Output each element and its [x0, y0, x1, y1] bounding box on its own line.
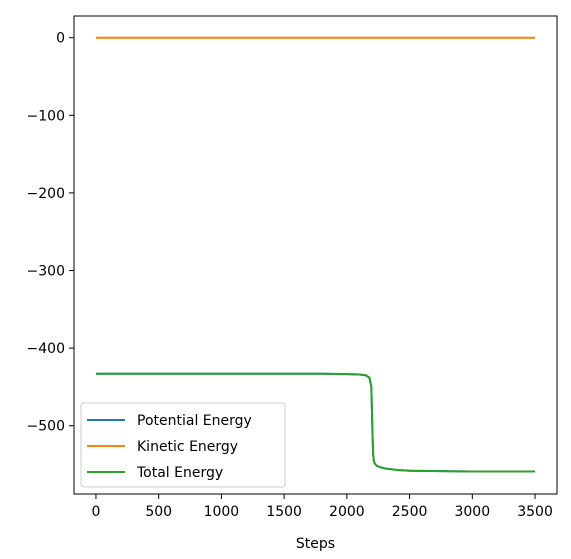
legend-label-potential-energy: Potential Energy [137, 413, 252, 429]
legend-box [80, 402, 286, 488]
plot-frame [73, 15, 558, 495]
total-energy-line [95, 372, 536, 473]
x-tick-label: 3500 [517, 504, 553, 520]
x-tick-label: 0 [91, 504, 100, 520]
y-tick-label: 0 [56, 31, 65, 47]
x-tick-label: 1000 [204, 504, 240, 520]
x-tick-label: 1500 [266, 504, 302, 520]
axis-ticks: 0 500 1000 1500 2000 2500 3000 3500 0 −100 −200 −30… [27, 31, 553, 520]
x-axis-label: Steps [296, 536, 335, 552]
y-tick-label: −200 [27, 186, 65, 202]
x-tick-label: 500 [145, 504, 172, 520]
x-tick-label: 2500 [392, 504, 428, 520]
y-tick-label: −100 [27, 108, 65, 124]
y-tick-label: −500 [27, 419, 65, 435]
legend-label-kinetic-energy: Kinetic Energy [137, 439, 238, 455]
y-tick-label: −300 [27, 264, 65, 280]
legend-label-total-energy: Total Energy [136, 465, 223, 481]
y-tick-label: −400 [27, 341, 65, 357]
x-tick-label: 2000 [329, 504, 365, 520]
legend: Potential Energy Kinetic Energy Total Ener… [80, 402, 286, 488]
series-lines [95, 36, 536, 473]
x-tick-label: 3000 [454, 504, 490, 520]
